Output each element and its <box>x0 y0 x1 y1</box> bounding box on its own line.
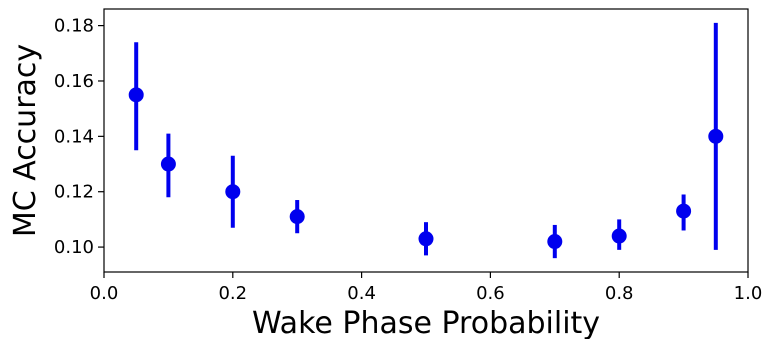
y-tick-label: 0.12 <box>54 182 94 203</box>
x-tick-label: 0.0 <box>90 283 119 304</box>
y-axis-label: MC Accuracy <box>8 44 43 237</box>
x-tick-label: 0.8 <box>605 283 634 304</box>
y-tick-label: 0.18 <box>54 16 94 37</box>
data-point <box>289 209 305 225</box>
x-tick-label: 0.2 <box>218 283 247 304</box>
x-axis-label: Wake Phase Probability <box>252 306 600 339</box>
x-tick-label: 0.6 <box>476 283 505 304</box>
x-tick-label: 1.0 <box>734 283 763 304</box>
y-tick-label: 0.14 <box>54 126 94 147</box>
data-point <box>708 128 724 144</box>
plot-frame <box>103 8 749 273</box>
data-marks <box>128 22 724 259</box>
data-point <box>128 87 144 103</box>
y-tick-label: 0.10 <box>54 237 94 258</box>
y-tick-label: 0.16 <box>54 71 94 92</box>
data-point <box>611 228 627 244</box>
data-point <box>676 203 692 219</box>
x-tick-label: 0.4 <box>347 283 376 304</box>
data-point <box>225 184 241 200</box>
y-axis: 0.10 0.12 0.14 0.16 0.18 <box>54 16 104 258</box>
data-point <box>160 156 176 172</box>
data-point <box>418 231 434 247</box>
data-point <box>547 234 563 250</box>
x-axis: 0.0 0.2 0.4 0.6 0.8 1.0 <box>90 272 763 304</box>
